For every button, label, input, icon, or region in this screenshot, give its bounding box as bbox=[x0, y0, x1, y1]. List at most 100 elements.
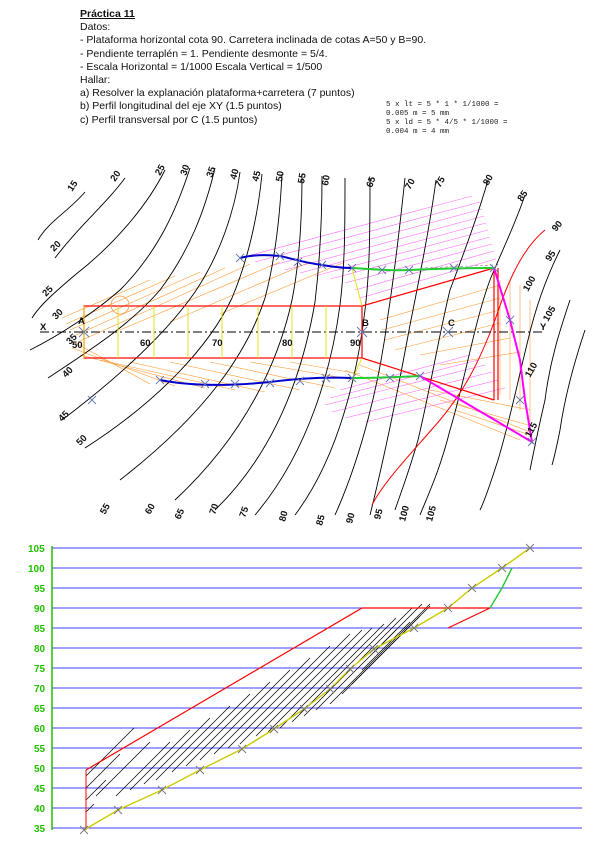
cut-limit-top bbox=[351, 267, 495, 272]
cut-hatching bbox=[239, 195, 506, 423]
tasks-heading: Hallar: bbox=[80, 74, 111, 87]
contour-label: 25 bbox=[40, 283, 56, 299]
design-grade-line bbox=[85, 607, 491, 771]
y-tick-label: 100 bbox=[28, 564, 45, 575]
contour-label: 45 bbox=[250, 169, 264, 183]
contour-label: 45 bbox=[56, 408, 72, 424]
embankment-limit-bottom bbox=[159, 376, 353, 386]
contour-label: 105 bbox=[424, 504, 439, 523]
contour-label: 75 bbox=[237, 505, 251, 519]
road-level-lines bbox=[83, 267, 363, 381]
contour-lines bbox=[29, 167, 586, 516]
contour-label: 65 bbox=[173, 506, 188, 521]
road-elevation-label: 60 bbox=[140, 338, 151, 349]
contour-label: 35 bbox=[204, 165, 218, 179]
contour-label: 95 bbox=[372, 507, 386, 521]
y-tick-label: 45 bbox=[34, 784, 46, 795]
contour-label: 100 bbox=[397, 505, 412, 523]
contour-label: 80 bbox=[481, 173, 496, 188]
road-elevation-label: 50 bbox=[72, 340, 83, 351]
y-tick-label: 85 bbox=[34, 624, 46, 635]
contour-label: 90 bbox=[344, 512, 357, 525]
contour-label: 85 bbox=[314, 513, 328, 527]
contour-label: 60 bbox=[320, 174, 333, 186]
y-tick-label: 95 bbox=[34, 584, 46, 595]
contour-label: 115 bbox=[523, 420, 541, 439]
contour-label: 40 bbox=[228, 168, 241, 181]
embankment-hatching bbox=[61, 261, 531, 441]
contour-label: 80 bbox=[277, 510, 290, 523]
contour-label: 55 bbox=[98, 501, 113, 516]
formula-line-1: 5 x lt = 5 * 1 * 1/1000 = bbox=[386, 101, 499, 109]
data-heading: Datos: bbox=[80, 21, 111, 34]
formula-line-3: 5 x ld = 5 * 4/5 * 1/1000 = bbox=[386, 119, 508, 127]
data-line-3: - Escala Horizontal = 1/1000 Escala Vert… bbox=[80, 60, 323, 73]
contour-label: 70 bbox=[207, 502, 221, 516]
scale-formula: 5 x lt = 5 * 1 * 1/1000 = 0.005 m = 5 mm… bbox=[386, 101, 508, 137]
contour-label: 60 bbox=[143, 502, 158, 517]
data-line-1: - Plataforma horizontal cota 90. Carrete… bbox=[80, 34, 427, 47]
dashed-connector bbox=[419, 264, 495, 269]
formula-line-2: 0.005 m = 5 mm bbox=[386, 110, 450, 118]
y-tick-label: 50 bbox=[34, 764, 46, 775]
point-a-label: A bbox=[78, 316, 85, 327]
y-tick-label: 75 bbox=[34, 664, 46, 675]
contour-label: 50 bbox=[74, 433, 89, 448]
profile-section-green bbox=[489, 567, 513, 609]
marker-circle bbox=[110, 295, 130, 315]
plan-view: 15 20 25 30 35 40 45 50 55 60 65 70 75 8… bbox=[29, 162, 586, 527]
y-tick-label: 35 bbox=[34, 824, 46, 835]
profile-markers bbox=[79, 543, 535, 835]
contour-label: 100 bbox=[521, 274, 538, 293]
data-line-2: - Pendiente terraplén = 1. Pendiente des… bbox=[80, 47, 328, 60]
section-c-limit bbox=[419, 267, 534, 444]
road-elevation-label: 80 bbox=[282, 338, 293, 349]
contour-label: 85 bbox=[515, 188, 530, 204]
contour-label: 95 bbox=[543, 248, 558, 264]
profile-hatching bbox=[85, 603, 431, 813]
practice-title: Práctica 11 bbox=[80, 8, 135, 20]
contour-label: 30 bbox=[50, 307, 65, 322]
y-tick-label: 70 bbox=[34, 684, 46, 695]
y-tick-label: 55 bbox=[34, 744, 46, 755]
contour-label: 90 bbox=[550, 219, 565, 234]
contour-label: 30 bbox=[178, 163, 192, 177]
plan-markers bbox=[78, 251, 537, 447]
task-a: a) Resolver la explanación plataforma+ca… bbox=[80, 87, 355, 100]
plan-axis-labels: X Y A B C 50 60 70 80 90 bbox=[40, 316, 547, 351]
contour-label: 20 bbox=[48, 239, 63, 254]
point-c-label: C bbox=[448, 318, 455, 329]
task-c: c) Perfil transversal por C (1.5 puntos) bbox=[80, 113, 258, 126]
contour-label: 110 bbox=[523, 361, 540, 380]
contour-label: 65 bbox=[364, 175, 378, 189]
y-tick-label: 80 bbox=[34, 644, 46, 655]
y-tick-label: 40 bbox=[34, 804, 46, 815]
longitudinal-profile: 105 100 95 90 85 80 75 70 65 60 55 50 45… bbox=[28, 543, 582, 835]
contour-label: 20 bbox=[108, 169, 123, 184]
contour-label: 15 bbox=[65, 178, 80, 194]
cut-limit-bottom bbox=[351, 375, 421, 379]
task-b: b) Perfil longitudinal del eje XY (1.5 p… bbox=[80, 100, 282, 113]
contour-label: 70 bbox=[403, 177, 418, 192]
contour-label: 55 bbox=[296, 171, 309, 184]
contour-90-red bbox=[371, 229, 546, 506]
contour-label: 105 bbox=[541, 304, 559, 324]
profile-grid bbox=[52, 547, 582, 829]
axis-y-label: Y bbox=[540, 322, 547, 333]
contour-label: 25 bbox=[153, 162, 168, 177]
road-elevation-label: 90 bbox=[350, 338, 361, 349]
point-b-label: B bbox=[362, 318, 369, 329]
y-tick-label: 65 bbox=[34, 704, 46, 715]
y-tick-label: 105 bbox=[28, 544, 45, 555]
axis-x-label: X bbox=[40, 322, 47, 333]
contour-label: 40 bbox=[60, 365, 75, 380]
bottom-contour-labels: 55 60 65 70 75 80 85 90 95 100 105 bbox=[98, 501, 439, 527]
statement: Práctica 11 Datos: - Plataforma horizont… bbox=[80, 8, 580, 127]
y-tick-label: 90 bbox=[34, 604, 46, 615]
profile-y-labels: 105 100 95 90 85 80 75 70 65 60 55 50 45… bbox=[28, 544, 46, 835]
top-contour-labels: 15 20 25 30 35 40 45 50 55 60 65 70 75 8… bbox=[65, 162, 565, 439]
formula-line-4: 0.004 m = 4 mm bbox=[386, 128, 450, 136]
contour-label: 50 bbox=[274, 170, 287, 182]
road-elevation-label: 70 bbox=[212, 338, 223, 349]
